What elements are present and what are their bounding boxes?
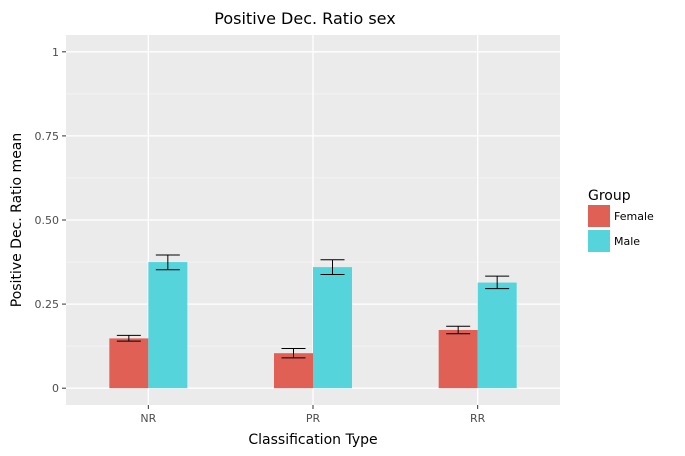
legend-title: Group [588, 188, 631, 204]
chart-title: Positive Dec. Ratio sex [214, 9, 395, 28]
bar-male-pr [313, 267, 352, 389]
y-axis-title: Positive Dec. Ratio mean [9, 133, 25, 308]
bar-female-rr [438, 329, 478, 389]
x-tick-label: PR [306, 412, 321, 425]
y-axis: 0 0.25 0.50 0.75 1 [35, 46, 66, 395]
y-tick-label: 0 [52, 382, 59, 395]
error-bar-female-nr [116, 334, 141, 342]
bar-female-nr [109, 338, 149, 389]
bar-female-pr [274, 353, 313, 389]
legend-label-female: Female [614, 210, 654, 223]
error-bar-male-pr [320, 259, 345, 275]
bar-male-nr [148, 262, 188, 389]
error-bars [116, 254, 510, 359]
y-tick-label: 1 [52, 46, 59, 59]
bars [109, 262, 517, 389]
y-tick-label: 0.25 [35, 298, 60, 311]
legend-label-male: Male [614, 235, 640, 248]
legend-swatch-female [588, 205, 610, 227]
error-bar-female-rr [446, 325, 471, 335]
x-axis-title: Classification Type [248, 432, 377, 448]
error-bar-male-nr [155, 254, 180, 271]
legend-swatch-male [588, 230, 610, 252]
x-tick-label: RR [470, 412, 486, 425]
legend-items: Female Male [588, 205, 654, 252]
error-bar-female-pr [281, 347, 306, 359]
bar-male-rr [477, 282, 517, 389]
x-axis: NR PR RR [140, 405, 486, 425]
legend: Group Female Male [588, 188, 654, 252]
error-bar-male-rr [485, 275, 510, 290]
y-tick-label: 0.50 [35, 214, 60, 227]
y-tick-label: 0.75 [35, 130, 60, 143]
x-tick-label: NR [140, 412, 156, 425]
